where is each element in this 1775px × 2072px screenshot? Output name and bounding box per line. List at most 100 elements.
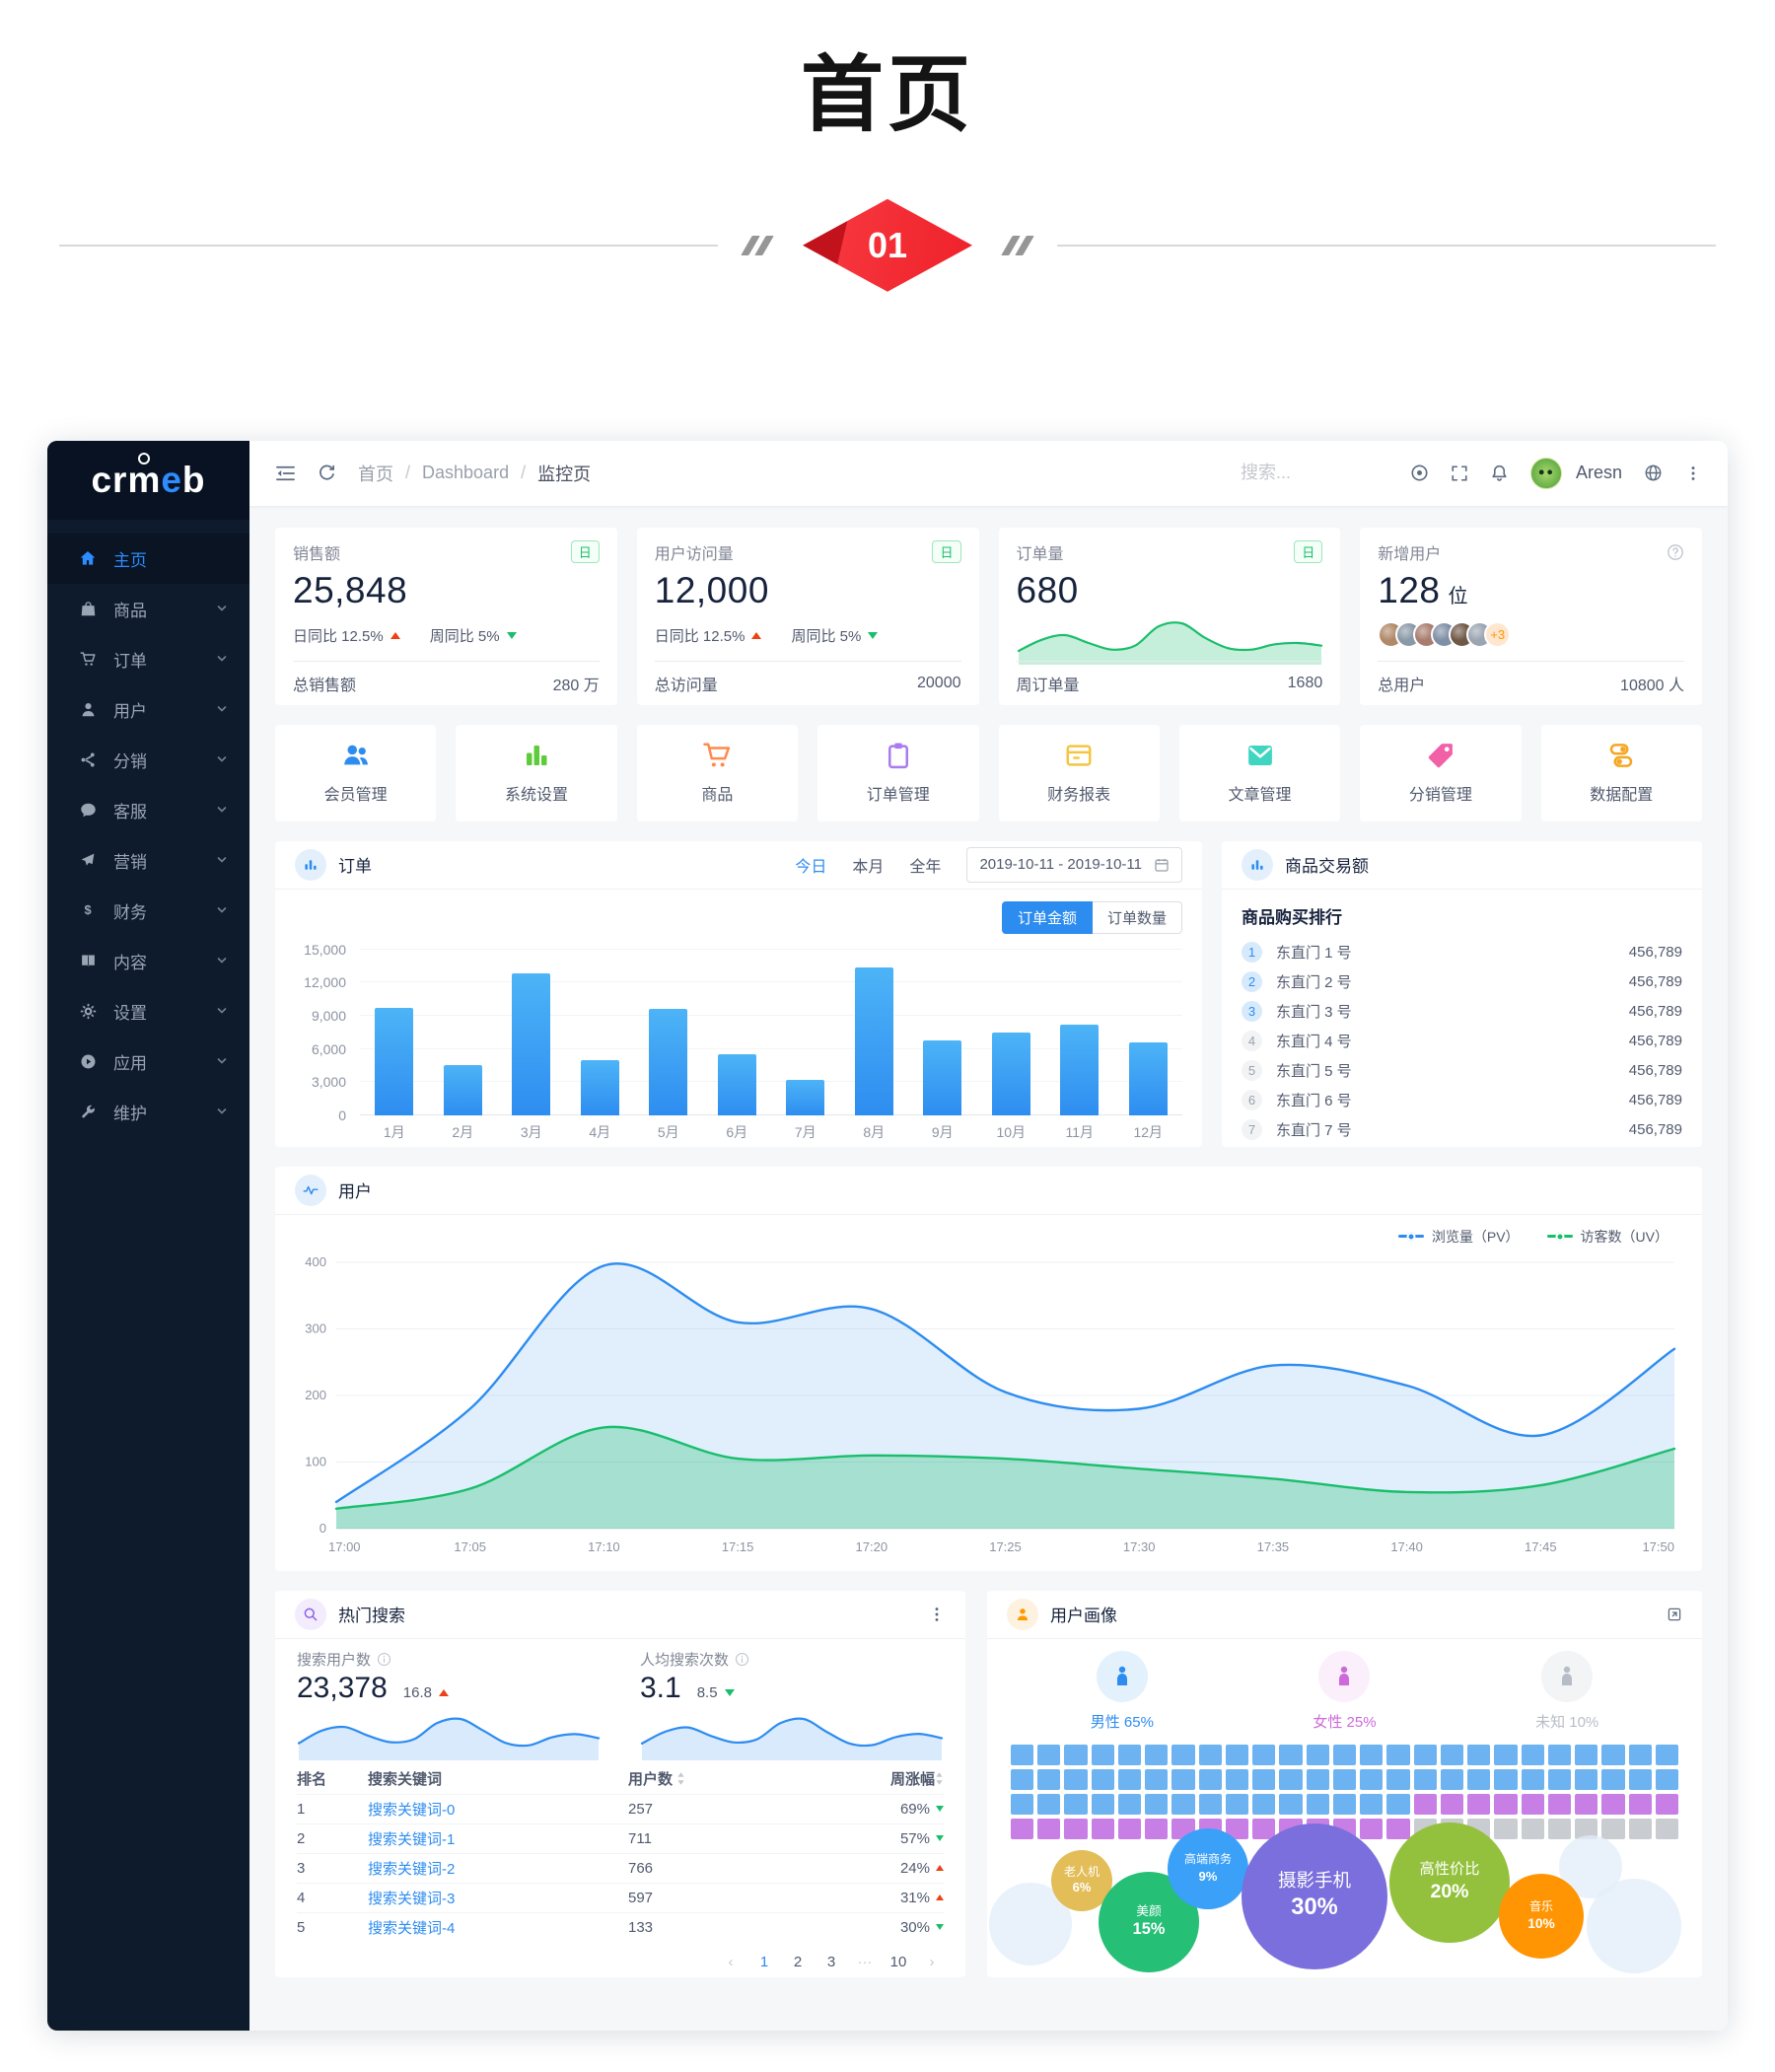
footer-value: 1680 (1287, 674, 1323, 691)
quick-link-sliders[interactable]: 数据配置 (1540, 724, 1702, 822)
x-axis-label: 7月 (794, 1123, 816, 1140)
expand-icon[interactable] (1667, 1607, 1682, 1622)
sidebar-item-gear[interactable]: 设置 (47, 986, 249, 1036)
pagination-item-3[interactable]: 3 (826, 1954, 836, 1971)
toggle-订单金额[interactable]: 订单金额 (1001, 900, 1093, 934)
pagination-item-›[interactable]: › (929, 1954, 935, 1971)
sort-icon[interactable] (676, 1771, 685, 1786)
product-name[interactable]: 东直门 5 号 (1276, 1063, 1352, 1081)
sidebar-item-share[interactable]: 分销 (47, 735, 249, 785)
keyword-link[interactable]: 搜索关键词-1 (368, 1830, 456, 1848)
day-badge[interactable]: 日 (570, 540, 600, 564)
bell-icon[interactable] (1490, 464, 1509, 482)
ranking-subtitle: 商品购买排行 (1242, 907, 1342, 927)
quick-link-report[interactable]: 财务报表 (998, 724, 1160, 822)
question-icon[interactable] (1667, 543, 1684, 561)
product-name[interactable]: 东直门 7 号 (1276, 1122, 1352, 1140)
bar-6月[interactable] (717, 1054, 756, 1115)
tag-bubble-高端商务[interactable]: 高端商务 9% (1168, 1827, 1248, 1909)
quick-link-cart-lg[interactable]: 商品 (636, 724, 799, 822)
keyword-link[interactable]: 搜索关键词-4 (368, 1919, 456, 1937)
bar-10月[interactable] (991, 1032, 1030, 1115)
tag-bubble-摄影手机[interactable]: 摄影手机 30% (1242, 1822, 1387, 1969)
sidebar-item-chat[interactable]: 客服 (47, 785, 249, 835)
sidebar-item-send[interactable]: 营销 (47, 835, 249, 886)
bar-9月[interactable] (923, 1039, 962, 1115)
bar-2月[interactable] (443, 1065, 482, 1115)
tag-bubble-音乐[interactable]: 音乐 10% (1499, 1873, 1584, 1959)
toggle-订单数量[interactable]: 订单数量 (1091, 900, 1182, 934)
bar-12月[interactable] (1128, 1041, 1168, 1115)
sidebar-item-wrench[interactable]: 维护 (47, 1087, 249, 1137)
record-icon[interactable] (1410, 464, 1429, 482)
refresh-icon[interactable] (318, 464, 336, 482)
breadcrumb-current: 监控页 (537, 464, 592, 484)
fullscreen-icon[interactable] (1451, 464, 1468, 482)
waffle-cell-男性 (1521, 1744, 1544, 1765)
sidebar-item-book[interactable]: 内容 (47, 936, 249, 986)
user-name[interactable]: Aresn (1575, 463, 1622, 483)
quick-link-bars[interactable]: 系统设置 (456, 724, 617, 822)
keyword-link[interactable]: 搜索关键词-0 (368, 1801, 456, 1819)
panel-more-icon[interactable] (928, 1606, 946, 1623)
sidebar-item-app[interactable]: 应用 (47, 1036, 249, 1087)
sidebar-item-dollar[interactable]: $ 财务 (47, 886, 249, 936)
bar-5月[interactable] (649, 1009, 688, 1115)
language-globe-icon[interactable] (1644, 464, 1663, 482)
product-name[interactable]: 东直门 6 号 (1276, 1093, 1352, 1110)
keyword-link[interactable]: 搜索关键词-3 (368, 1890, 456, 1907)
ranking-list: 1 东直门 1 号 456,789 2 东直门 2 号 456,789 3 东直门 3 号 45… (1242, 938, 1682, 1145)
bar-11月[interactable] (1060, 1024, 1100, 1115)
day-badge[interactable]: 日 (932, 540, 961, 564)
sidebar-item-user[interactable]: 用户 (47, 684, 249, 735)
people-icon (341, 741, 371, 770)
page-title: 首页 (800, 48, 974, 141)
quick-link-mail[interactable]: 文章管理 (1178, 724, 1341, 822)
tab-全年[interactable]: 全年 (909, 858, 942, 876)
bar-7月[interactable] (786, 1079, 825, 1115)
stat-card-header: 用户访问量 日 (637, 528, 979, 568)
down-arrow-icon (936, 1835, 944, 1842)
svg-text:17:30: 17:30 (1123, 1539, 1156, 1554)
product-name[interactable]: 东直门 2 号 (1276, 974, 1352, 992)
pagination-item-1[interactable]: 1 (759, 1954, 769, 1971)
ranking-row: 4 东直门 4 号 456,789 (1242, 1027, 1682, 1056)
quick-link-clipboard[interactable]: 订单管理 (817, 724, 979, 822)
day-badge[interactable]: 日 (1294, 540, 1323, 564)
breadcrumb-home[interactable]: 首页 (358, 464, 393, 484)
more-icon[interactable] (1684, 464, 1702, 482)
bar-3月[interactable] (512, 973, 551, 1115)
sort-icon[interactable] (935, 1771, 944, 1786)
product-name[interactable]: 东直门 1 号 (1276, 945, 1352, 963)
keyword-link[interactable]: 搜索关键词-2 (368, 1860, 456, 1878)
x-axis-label: 11月 (1065, 1123, 1095, 1140)
sidebar-item-cart[interactable]: 订单 (47, 634, 249, 684)
bubble-label: 摄影手机 (1277, 1870, 1351, 1892)
legend-item[interactable]: 访客数（UV） (1546, 1227, 1668, 1247)
date-range-picker[interactable]: 2019-10-11 - 2019-10-11 (966, 846, 1182, 883)
pagination-item-‹[interactable]: ‹ (728, 1954, 734, 1971)
product-name[interactable]: 东直门 3 号 (1276, 1004, 1352, 1022)
tab-今日[interactable]: 今日 (795, 858, 827, 876)
charts-row: 订单 今日 本月 全年 2019-10-11 - 2019-10-11 订单金额 订单… (275, 840, 1702, 1147)
bar-8月[interactable] (854, 966, 893, 1115)
tab-本月[interactable]: 本月 (852, 858, 885, 876)
pagination-item-2[interactable]: 2 (793, 1954, 803, 1971)
search-input[interactable] (1240, 463, 1388, 484)
chevron-down-icon (216, 1055, 228, 1067)
sidebar-menu: 主页 商品 订单 用户 分销 客服 营销 $ 财务 内容 设置 应用 维护 (47, 520, 249, 1137)
bar-1月[interactable] (375, 1008, 414, 1115)
collapse-menu-icon[interactable] (275, 464, 296, 482)
product-name[interactable]: 东直门 4 号 (1276, 1034, 1352, 1051)
quick-link-tag[interactable]: 分销管理 (1360, 724, 1522, 822)
sidebar-item-home[interactable]: 主页 (47, 533, 249, 584)
pagination-item-10[interactable]: 10 (889, 1954, 907, 1971)
sidebar-item-goods[interactable]: 商品 (47, 584, 249, 634)
tag-bubble-高性价比[interactable]: 高性价比 20% (1389, 1822, 1510, 1943)
user-avatar[interactable] (1529, 457, 1562, 489)
bar-4月[interactable] (580, 1059, 619, 1115)
breadcrumb-dashboard[interactable]: Dashboard (422, 463, 510, 483)
quick-link-people[interactable]: 会员管理 (275, 724, 437, 822)
legend-item[interactable]: 浏览量（PV） (1397, 1227, 1520, 1247)
